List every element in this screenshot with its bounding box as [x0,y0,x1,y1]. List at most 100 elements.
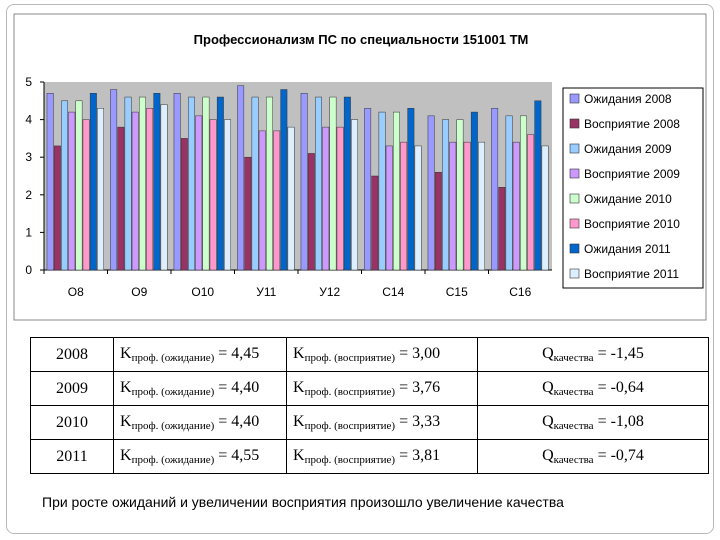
x-tick-label: У11 [256,285,276,299]
bar-О10-5 [209,119,217,271]
k-per-val: = 3,76 [395,379,441,396]
legend-swatch [569,143,580,154]
bar-У11-7 [287,126,295,271]
table-row: 2011 Kпроф. (ожидание) = 4,55 Kпроф. (восп… [30,439,709,474]
k-per-val: = 3,33 [395,413,441,430]
legend-entry: Ожидания 2008 [584,92,672,106]
q: Q [542,447,554,464]
bar-С16-5 [527,134,535,271]
bar-О9-7 [160,104,168,271]
bar-С15-3 [449,141,457,271]
bar-С16-2 [505,115,513,271]
bar-У12-3 [322,126,330,271]
bar-О10-2 [188,96,196,271]
year-cell: 2008 [30,337,114,372]
bar-У12-4 [329,96,337,271]
k-exp-val: = 4,40 [214,413,260,430]
k-per-sub: проф. (восприятие) [304,420,396,432]
k-exp-sub: проф. (ожидание) [131,386,215,398]
x-tick-label: С14 [382,285,404,299]
bar-О8-3 [68,111,76,271]
conclusion-text: При росте ожиданий и увеличении восприят… [42,494,564,510]
year-cell: 2010 [30,405,114,440]
x-tick-label: С15 [446,285,468,299]
bar-О8-4 [75,100,83,271]
bar-О9-5 [146,108,154,271]
bar-О9-6 [153,93,161,271]
q-sub: качества [553,352,594,364]
legend-swatch [569,93,580,104]
table-row: 2009 Kпроф. (ожидание) = 4,40 Kпроф. (восп… [30,371,709,406]
bar-О8-2 [61,100,68,271]
per-cell: Kпроф. (восприятие) = 3,00 [286,337,478,372]
q: Q [542,379,554,396]
bar-С16-0 [491,108,499,271]
k-per-sub: проф. (восприятие) [304,352,396,364]
bar-У12-6 [343,96,351,271]
bar-С16-6 [534,100,542,271]
q-sub: качества [553,454,594,466]
k-exp-val: = 4,45 [214,345,260,362]
k-exp: K [120,447,132,464]
chart-title: Профессионализм ПС по специальности 1510… [194,32,529,47]
bar-С15-1 [434,171,442,271]
bar-С15-7 [478,141,486,271]
bar-О10-4 [202,96,210,271]
x-tick-label: О9 [131,285,147,299]
bar-У11-4 [266,96,273,271]
legend-swatch [569,268,580,279]
bar-О10-6 [216,96,224,271]
qual-cell: Qкачества = -1,45 [477,337,709,372]
q-sub: качества [553,386,594,398]
k-exp-sub: проф. (ожидание) [131,352,215,364]
year: 2008 [56,345,88,363]
legend-entry: Восприятие 2008 [584,117,680,131]
bar-У11-5 [273,130,281,271]
bar-О8-1 [53,145,61,271]
per-cell: Kпроф. (восприятие) = 3,76 [286,371,478,406]
bar-У11-6 [280,89,288,271]
exp-cell: Kпроф. (ожидание) = 4,40 [113,371,287,406]
legend-swatch [569,193,580,204]
k-exp-sub: проф. (ожидание) [131,454,215,466]
table-row: 2008 Kпроф. (ожидание) = 4,45 Kпроф. (восп… [30,337,709,372]
k-per: K [293,413,305,430]
bar-С14-2 [378,111,386,271]
k-per: K [293,345,305,362]
k-per-val: = 3,81 [395,447,441,464]
y-tick-label: 0 [25,263,32,277]
legend-entry: Восприятие 2010 [584,217,680,231]
bar-У12-1 [307,153,315,271]
q-sub: качества [553,420,594,432]
q: Q [542,413,554,430]
bar-С16-1 [498,187,506,271]
qual-cell: Qкачества = -0,64 [477,371,709,406]
exp-cell: Kпроф. (ожидание) = 4,40 [113,405,287,440]
q: Q [542,345,554,362]
qual-cell: Qкачества = -1,08 [477,405,709,440]
bar-О10-1 [180,138,188,271]
exp-cell: Kпроф. (ожидание) = 4,45 [113,337,287,372]
x-tick-label: О8 [68,285,84,299]
bar-У11-3 [258,130,266,271]
k-per-sub: проф. (восприятие) [304,386,396,398]
bar-С14-6 [407,108,415,271]
bar-У12-5 [336,126,344,271]
bar-С16-7 [541,145,549,271]
bar-О9-0 [110,89,118,271]
x-tick-label: У12 [319,285,340,299]
bar-О9-2 [124,96,132,271]
y-tick-label: 1 [25,225,32,239]
bar-С14-7 [414,145,422,271]
per-cell: Kпроф. (восприятие) = 3,33 [286,405,478,440]
bar-С16-3 [512,141,520,271]
exp-cell: Kпроф. (ожидание) = 4,55 [113,439,287,474]
bar-О8-7 [97,108,104,271]
q-val: = -1,45 [593,345,644,362]
k-per-val: = 3,00 [395,345,441,362]
y-tick-label: 5 [25,75,32,89]
bar-О9-4 [139,96,146,271]
k-per-sub: проф. (восприятие) [304,454,396,466]
table-row: 2010 Kпроф. (ожидание) = 4,40 Kпроф. (восп… [30,405,709,440]
q-val: = -0,64 [593,379,644,396]
